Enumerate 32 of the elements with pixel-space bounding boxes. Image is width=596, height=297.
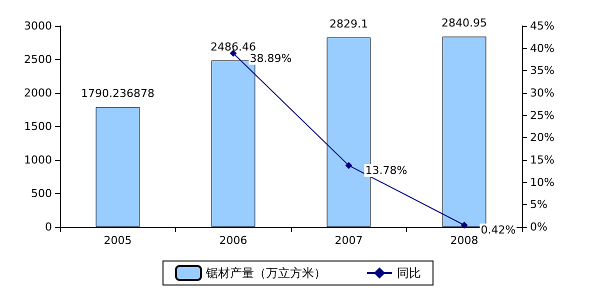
y-tick-label: 3000 xyxy=(24,20,52,32)
y2-tick-label: 15% xyxy=(530,154,554,166)
data-label: 13.78% xyxy=(365,164,408,177)
y2-tick-label: 5% xyxy=(530,198,548,212)
x-tick-label: 2007 xyxy=(334,234,363,247)
y-tick-label: 1500 xyxy=(24,120,52,133)
data-label: 2840.95 xyxy=(442,16,487,30)
x-tick-label: 2005 xyxy=(104,234,132,247)
y2-tick-label: 40% xyxy=(530,42,554,55)
y-tick-label: 0 xyxy=(45,220,52,234)
y2-tick-label: 20% xyxy=(530,131,554,144)
data-label: 0.42% xyxy=(480,224,516,237)
y-tick-label: 500 xyxy=(31,187,52,200)
legend-label: 锯材产量（万立方米） xyxy=(205,266,326,280)
y-tick-label: 2500 xyxy=(24,53,52,66)
point xyxy=(460,222,468,229)
y-tick-label: 1000 xyxy=(24,154,52,166)
y2-tick-label: 45% xyxy=(530,20,554,32)
y-tick-label: 2000 xyxy=(24,86,52,100)
y2-tick-label: 10% xyxy=(530,176,554,189)
y2-tick-label: 35% xyxy=(530,64,554,78)
y2-tick-label: 30% xyxy=(530,86,554,100)
legend-label: 同比 xyxy=(397,266,421,280)
x-tick-label: 2008 xyxy=(450,234,478,247)
point xyxy=(345,162,352,169)
x-tick-label: 2006 xyxy=(219,234,248,247)
data-label: 1790.236878 xyxy=(81,87,154,100)
y2-tick-label: 0% xyxy=(530,220,548,234)
data-label: 2829.1 xyxy=(330,17,368,30)
data-label: 2486.46 xyxy=(210,40,256,54)
data-label: 38.89% xyxy=(250,52,292,65)
y2-tick-label: 25% xyxy=(530,108,554,122)
